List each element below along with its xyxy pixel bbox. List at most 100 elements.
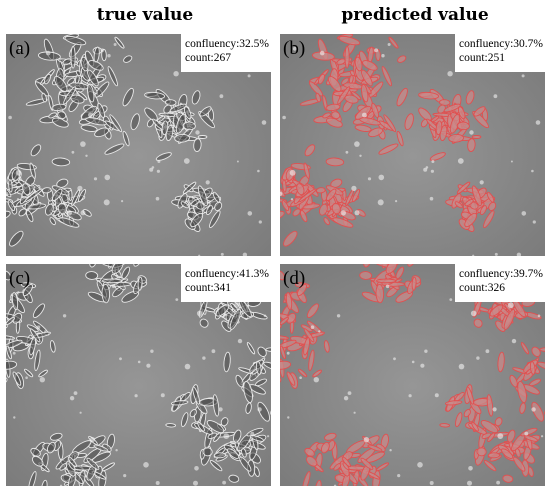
cell xyxy=(411,276,417,291)
round-cell xyxy=(93,177,98,181)
round-cell xyxy=(88,112,93,118)
cell xyxy=(360,457,374,470)
cell xyxy=(280,321,282,329)
cell xyxy=(282,179,287,193)
cell xyxy=(121,290,139,303)
cell xyxy=(467,138,476,153)
round-cell xyxy=(511,338,517,344)
round-cell xyxy=(80,141,86,147)
cell xyxy=(233,429,242,443)
round-cell xyxy=(45,50,51,56)
round-cell xyxy=(496,480,500,485)
round-cell xyxy=(155,196,160,201)
round-cell xyxy=(121,200,124,203)
round-cell xyxy=(195,130,200,135)
cell xyxy=(479,205,487,216)
cell xyxy=(182,181,197,194)
round-cell xyxy=(313,377,319,383)
round-cell xyxy=(367,177,372,181)
round-cell xyxy=(531,407,536,412)
round-cell xyxy=(535,120,541,125)
cell xyxy=(325,103,341,112)
round-cell xyxy=(467,480,472,486)
confluency-a: confluency:32.5% xyxy=(185,38,269,50)
round-cell xyxy=(36,325,41,329)
cell xyxy=(243,380,253,404)
cell xyxy=(22,183,31,196)
round-cell xyxy=(430,169,434,173)
cell xyxy=(280,345,286,360)
cell xyxy=(280,334,289,340)
count-a: count:267 xyxy=(185,52,231,64)
cell xyxy=(34,349,41,372)
round-cell xyxy=(287,416,290,419)
cell xyxy=(53,75,68,92)
round-cell xyxy=(378,174,385,181)
cell xyxy=(486,191,495,203)
cell xyxy=(89,264,98,268)
cell xyxy=(388,36,399,49)
cell xyxy=(502,474,514,483)
cell xyxy=(104,143,125,155)
cell xyxy=(378,143,399,155)
cell xyxy=(207,432,218,439)
round-cell xyxy=(173,71,179,77)
cell xyxy=(531,346,541,357)
cell xyxy=(456,121,470,131)
cell-layer xyxy=(6,34,267,256)
round-cell xyxy=(100,48,105,53)
cell xyxy=(31,455,44,467)
round-cell xyxy=(149,167,154,172)
cell xyxy=(67,77,76,85)
cell xyxy=(376,278,397,284)
cell xyxy=(57,111,67,120)
cell xyxy=(341,77,350,85)
round-cell xyxy=(44,330,47,333)
cell xyxy=(487,432,496,442)
cell xyxy=(327,75,342,92)
round-cell xyxy=(250,431,255,436)
cell xyxy=(501,448,514,459)
round-cell xyxy=(119,357,122,361)
cell xyxy=(337,86,351,105)
cell xyxy=(331,202,341,215)
cell xyxy=(283,230,298,247)
cell xyxy=(305,455,318,467)
cell xyxy=(299,98,322,106)
round-cell xyxy=(111,284,116,289)
round-cell xyxy=(541,435,544,438)
round-cell xyxy=(363,437,370,443)
round-cell xyxy=(39,377,45,383)
round-cell xyxy=(292,46,297,51)
round-cell xyxy=(516,252,522,256)
cell xyxy=(354,124,372,132)
cell xyxy=(280,316,289,326)
round-cell xyxy=(156,169,160,173)
round-cell xyxy=(205,180,210,185)
round-cell xyxy=(472,254,475,256)
round-cell xyxy=(397,474,401,478)
cell xyxy=(161,120,169,136)
round-cell xyxy=(77,185,83,191)
round-cell xyxy=(423,167,428,172)
round-cell xyxy=(194,466,199,471)
cell xyxy=(314,479,322,486)
cell xyxy=(213,432,222,442)
cell xyxy=(448,133,464,143)
cell xyxy=(144,91,166,100)
round-cell xyxy=(521,74,525,78)
cell xyxy=(486,394,494,417)
cell xyxy=(429,152,446,161)
round-cell xyxy=(389,449,392,452)
cell xyxy=(32,303,45,318)
cell xyxy=(133,264,143,267)
round-cell xyxy=(354,141,360,147)
round-cell xyxy=(8,115,12,120)
cell xyxy=(465,90,475,105)
cell xyxy=(383,114,397,133)
cell xyxy=(227,448,240,459)
round-cell xyxy=(134,394,138,398)
cell xyxy=(299,209,308,223)
cell xyxy=(483,460,497,472)
round-cell xyxy=(510,160,513,163)
